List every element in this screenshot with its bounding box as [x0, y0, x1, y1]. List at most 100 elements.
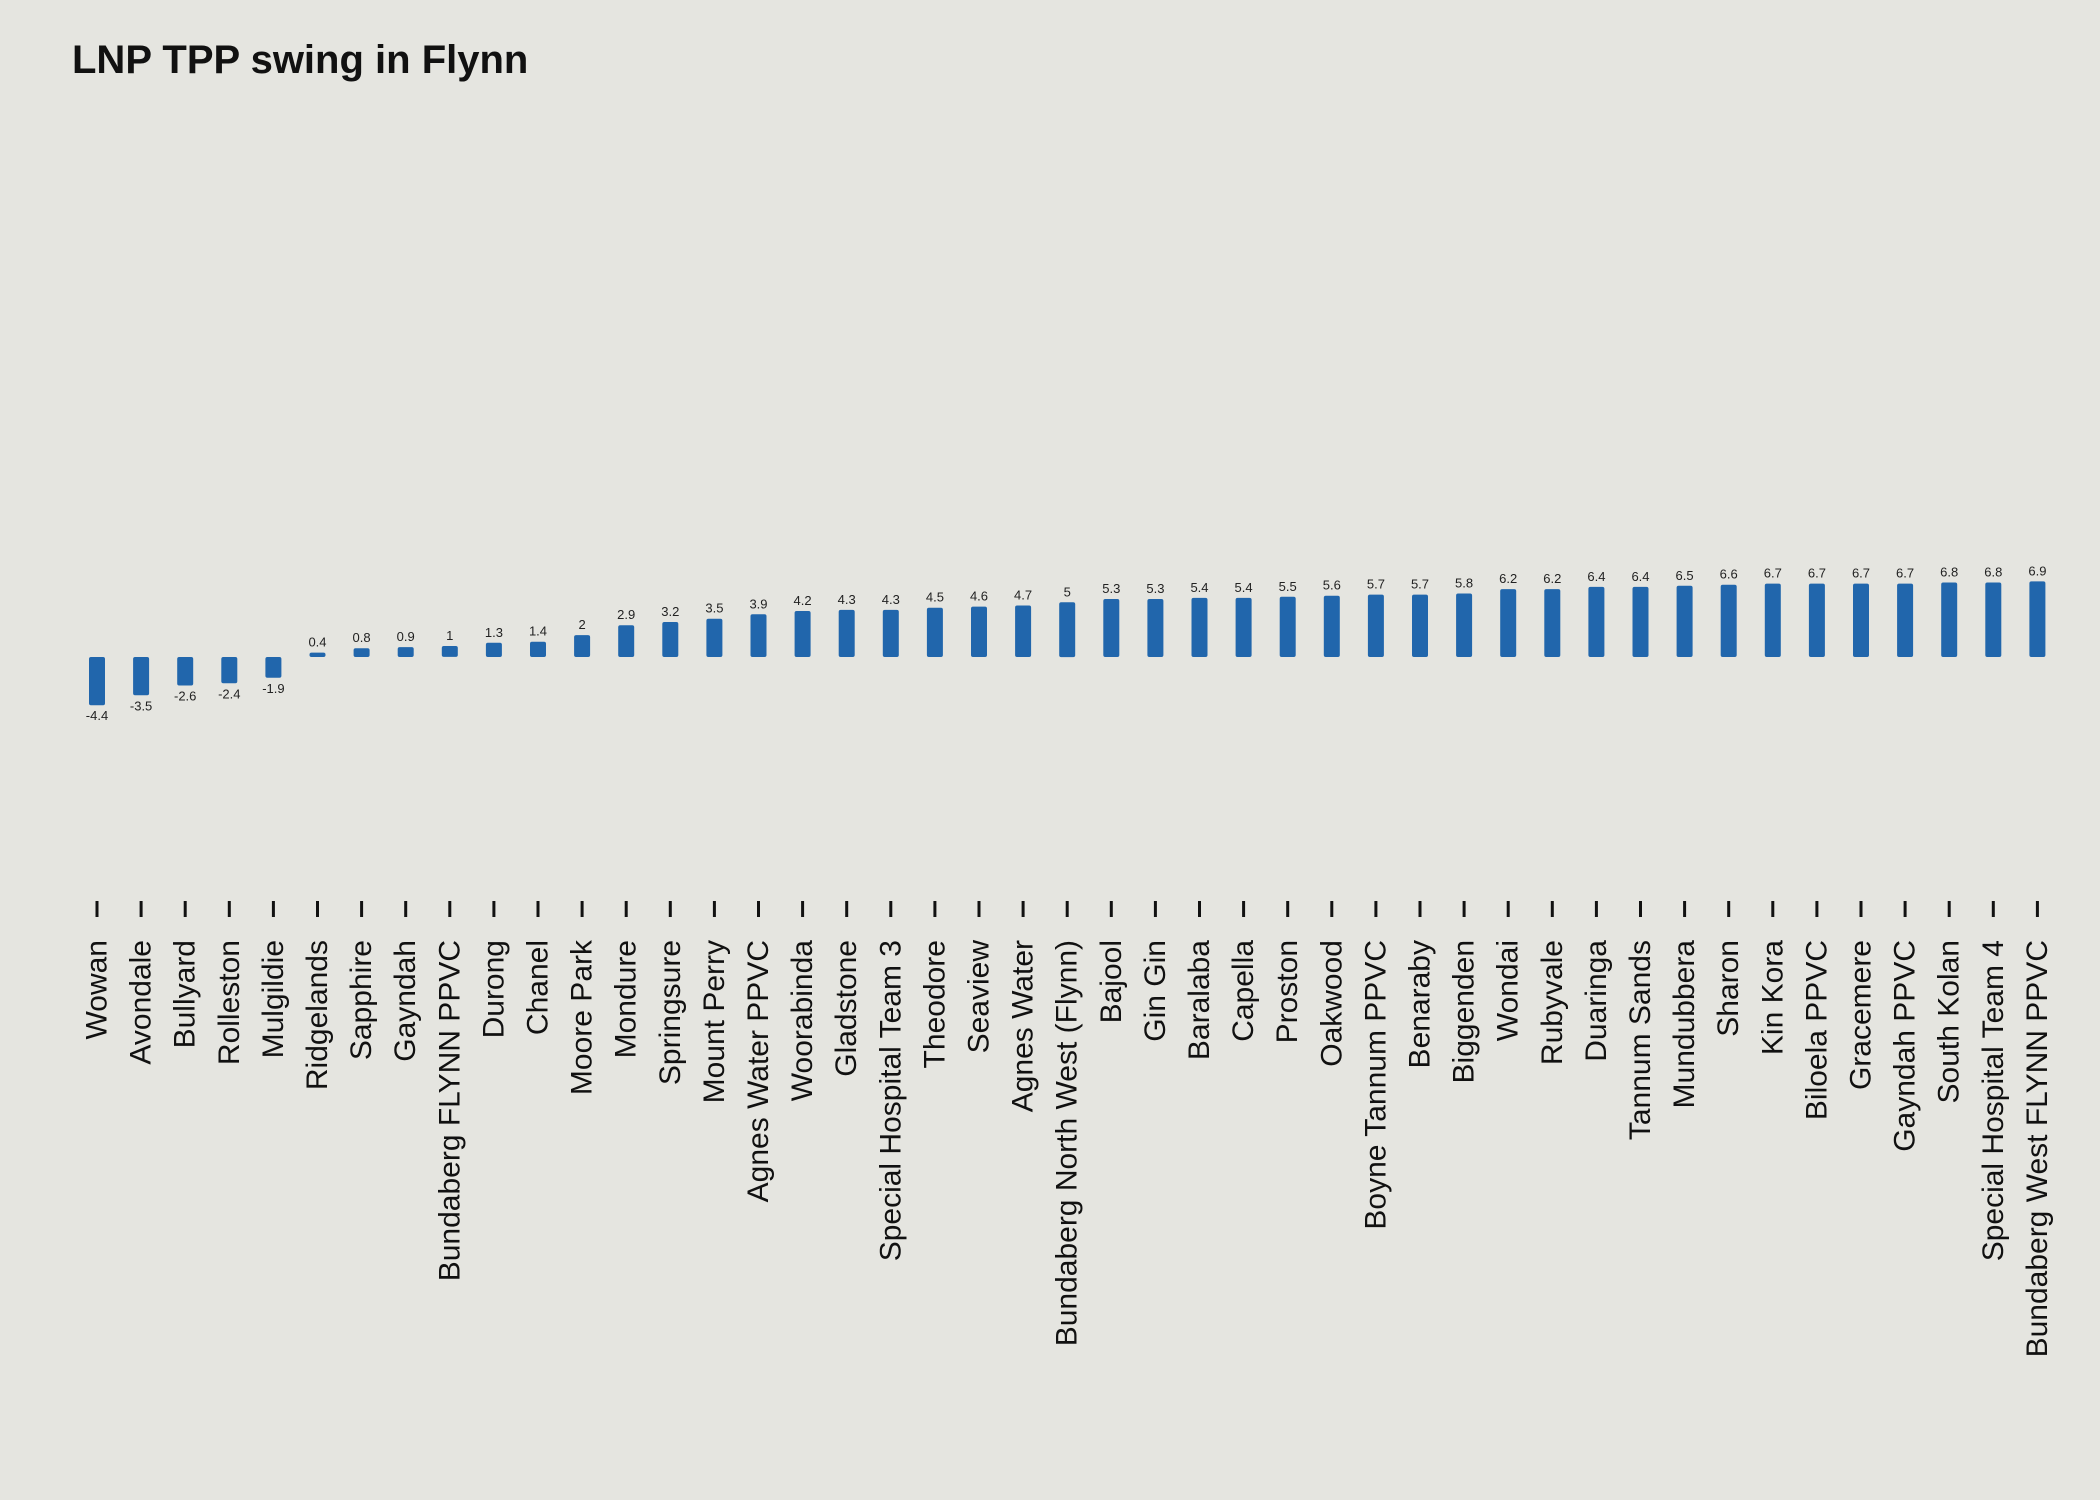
- value-labels-layer: -4.4 -3.5 -2.6 -2.4 -1.9 0.4 0.8 0.9 1 1.3 1.4 2 2.9…: [86, 563, 2047, 723]
- x-tick-label: Chanel: [522, 940, 555, 1035]
- data-label: 6.7: [1852, 566, 1870, 581]
- bar: [1588, 586, 1605, 657]
- bar: [1279, 596, 1296, 657]
- x-tick-label: Gayndah PPVC: [1889, 940, 1922, 1152]
- x-tick-label: Agnes Water PPVC: [742, 940, 775, 1202]
- x-tick-label: Sharon: [1712, 940, 1745, 1037]
- x-tick-label: Biggenden: [1448, 940, 1481, 1083]
- x-tick-label: Gin Gin: [1139, 940, 1172, 1042]
- x-tick-label: Mundubbera: [1668, 940, 1701, 1109]
- x-tick-label: Bundaberg FLYNN PPVC: [433, 940, 466, 1281]
- x-tick-label: Oakwood: [1315, 940, 1348, 1067]
- data-label: 5.3: [1146, 581, 1164, 596]
- data-label: 3.2: [661, 604, 679, 619]
- data-label: 0.9: [397, 629, 415, 644]
- data-label: -3.5: [130, 698, 152, 713]
- x-tick-label: Seaview: [963, 940, 996, 1054]
- data-label: 2.9: [617, 607, 635, 622]
- x-tick-label: Special Hospital Team 3: [874, 940, 907, 1261]
- x-tick-label: Mulgildie: [257, 940, 290, 1058]
- bar: [1412, 594, 1428, 657]
- x-tick-label: Gracemere: [1845, 940, 1878, 1090]
- bar: [397, 647, 414, 657]
- bar: [353, 648, 370, 657]
- data-label: 6.5: [1676, 568, 1694, 583]
- bar: [1103, 599, 1120, 657]
- data-label: 4.3: [838, 592, 856, 607]
- bar: [574, 635, 591, 657]
- x-tick-label: Proston: [1271, 940, 1304, 1043]
- data-label: 5.4: [1190, 580, 1208, 595]
- bar: [265, 657, 282, 678]
- x-tick-label: Gayndah: [389, 940, 422, 1062]
- bar: [750, 614, 767, 657]
- x-tick-label: Bullyard: [169, 940, 202, 1048]
- data-label: 4.3: [882, 592, 900, 607]
- x-tick-label: Mount Perry: [698, 940, 731, 1103]
- x-tick-label: Wowan: [81, 940, 114, 1040]
- x-tick-label: Moore Park: [566, 939, 599, 1095]
- bar: [1191, 597, 1208, 657]
- data-label: 4.2: [794, 593, 812, 608]
- data-label: 5.7: [1367, 577, 1385, 592]
- bar: [706, 618, 723, 657]
- bar: [1808, 583, 1825, 657]
- x-tick-label: Theodore: [918, 940, 951, 1068]
- bar: [1323, 595, 1340, 657]
- data-label: 6.2: [1543, 571, 1561, 586]
- data-label: -1.9: [262, 681, 284, 696]
- x-tick-label: Boyne Tannum PPVC: [1359, 940, 1392, 1230]
- x-tick-label: Gladstone: [830, 940, 863, 1077]
- bar: [926, 607, 943, 657]
- data-label: 6.4: [1631, 569, 1649, 584]
- data-label: 5.7: [1411, 577, 1429, 592]
- x-tick-label: Special Hospital Team 4: [1977, 940, 2010, 1261]
- bar: [221, 657, 238, 684]
- data-label: 4.7: [1014, 588, 1032, 603]
- bar: [1500, 589, 1517, 657]
- bar: [1632, 586, 1649, 657]
- data-label: 6.8: [1984, 565, 2002, 580]
- data-label: 0.4: [308, 635, 326, 650]
- data-label: -2.4: [218, 686, 240, 701]
- x-tick-label: Avondale: [125, 940, 158, 1065]
- bar: [1941, 582, 1958, 657]
- data-label: -4.4: [86, 708, 108, 723]
- bar: [1015, 605, 1032, 657]
- x-tick-label: Rubyvale: [1536, 940, 1569, 1065]
- bar: [971, 606, 987, 657]
- x-axis-labels: Wowan Avondale Bullyard Rolleston Mulgildie R…: [81, 939, 2054, 1357]
- bar: [1853, 583, 1869, 657]
- data-label: 1.3: [485, 625, 503, 640]
- data-label: 4.6: [970, 589, 988, 604]
- data-label: 0.8: [353, 630, 371, 645]
- x-tick-label: Agnes Water: [1007, 940, 1040, 1112]
- bar: [1059, 602, 1076, 658]
- x-tick-label: Bundaberg North West (Flynn): [1051, 940, 1084, 1346]
- data-label: 5: [1064, 584, 1071, 599]
- data-label: 3.9: [749, 596, 767, 611]
- x-tick-label: Baralaba: [1183, 940, 1216, 1060]
- x-tick-label: Mondure: [610, 940, 643, 1058]
- data-label: 2: [578, 617, 585, 632]
- bar: [1147, 599, 1164, 657]
- x-tick-label: Bajool: [1095, 940, 1128, 1023]
- x-tick-label: Kin Kora: [1756, 940, 1789, 1055]
- bar: [1985, 582, 2002, 657]
- bar: [838, 609, 855, 657]
- bar: [1235, 597, 1252, 657]
- data-label: 5.5: [1279, 579, 1297, 594]
- bar: [1367, 594, 1384, 657]
- bar: [89, 657, 105, 706]
- x-tick-label: Tannum Sands: [1624, 940, 1657, 1140]
- bar: [441, 646, 458, 657]
- bars-layer: [89, 581, 2046, 706]
- data-label: -2.6: [174, 689, 196, 704]
- data-label: 1.4: [529, 624, 547, 639]
- chart-title: LNP TPP swing in Flynn: [72, 38, 529, 82]
- x-tick-label: Benaraby: [1404, 940, 1437, 1068]
- bar: [133, 657, 150, 696]
- bar: [882, 609, 899, 657]
- data-label: 5.4: [1235, 580, 1253, 595]
- bar: [309, 652, 326, 657]
